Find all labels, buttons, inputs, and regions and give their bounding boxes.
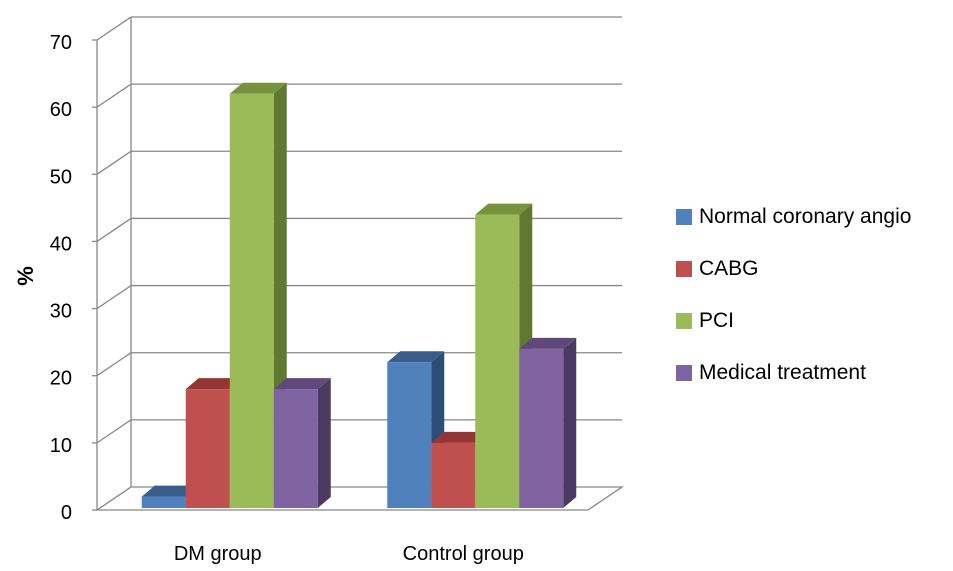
legend-swatch [676,313,692,329]
bar-front [519,348,564,508]
gridline-side [96,16,132,41]
gridline-side [96,419,132,444]
bar-top [141,485,199,497]
floor [94,486,625,511]
gridline-side [96,285,132,310]
legend-label: PCI [699,309,735,332]
y-tick-label: 10 [50,435,72,457]
bar-front [273,389,318,508]
y-tick-label: 60 [50,99,72,121]
bar [519,337,577,508]
legend-label: Medical treatment [699,361,866,384]
gridline-side [96,83,132,108]
y-tick-label: 40 [50,233,72,255]
bar-side [317,378,331,508]
bar-front [185,389,230,508]
axes [92,17,625,511]
bar-front [229,93,274,508]
bar-top [273,378,331,390]
y-tick-label: 30 [50,301,72,323]
legend-item: Normal coronary angio [676,192,948,242]
legend-item: PCI [676,296,948,346]
x-tick-labels: DM group Control group [174,543,524,565]
bar-top [475,203,533,215]
y-tick-label: 0 [61,502,72,524]
y-tick-labels: 0 10 20 30 40 50 60 70 [50,32,72,524]
x-tick-label: Control group [403,543,524,565]
legend-swatch [676,261,692,277]
gridline-side [96,150,132,175]
bar-top [387,351,445,363]
bar-top [431,431,489,443]
legend-label: CABG [699,257,759,280]
bar-top [229,82,287,94]
y-axis-label: % [13,266,38,286]
legend-label: Normal coronary angio [699,205,912,228]
bar-front [141,496,186,508]
x-tick-label: DM group [174,543,262,565]
legend: Normal coronary angio CABG PCI Medical trea… [676,192,948,400]
bar-front [475,214,520,509]
y-tick-label: 20 [50,368,72,390]
bar-front [387,362,432,508]
bar-top [185,378,243,390]
gridline-side [96,217,132,242]
bar [273,378,331,508]
legend-swatch [676,209,692,225]
y-tick-label: 70 [50,32,72,54]
bar-front [431,442,476,508]
bar-top [519,337,577,349]
legend-swatch [676,365,692,381]
legend-item: Medical treatment [676,348,948,398]
bar-side [563,337,577,508]
bar [229,82,287,508]
legend-item: CABG [676,244,948,294]
bars [141,82,577,509]
y-tick-label: 50 [50,166,72,188]
gridline-side [96,352,132,377]
